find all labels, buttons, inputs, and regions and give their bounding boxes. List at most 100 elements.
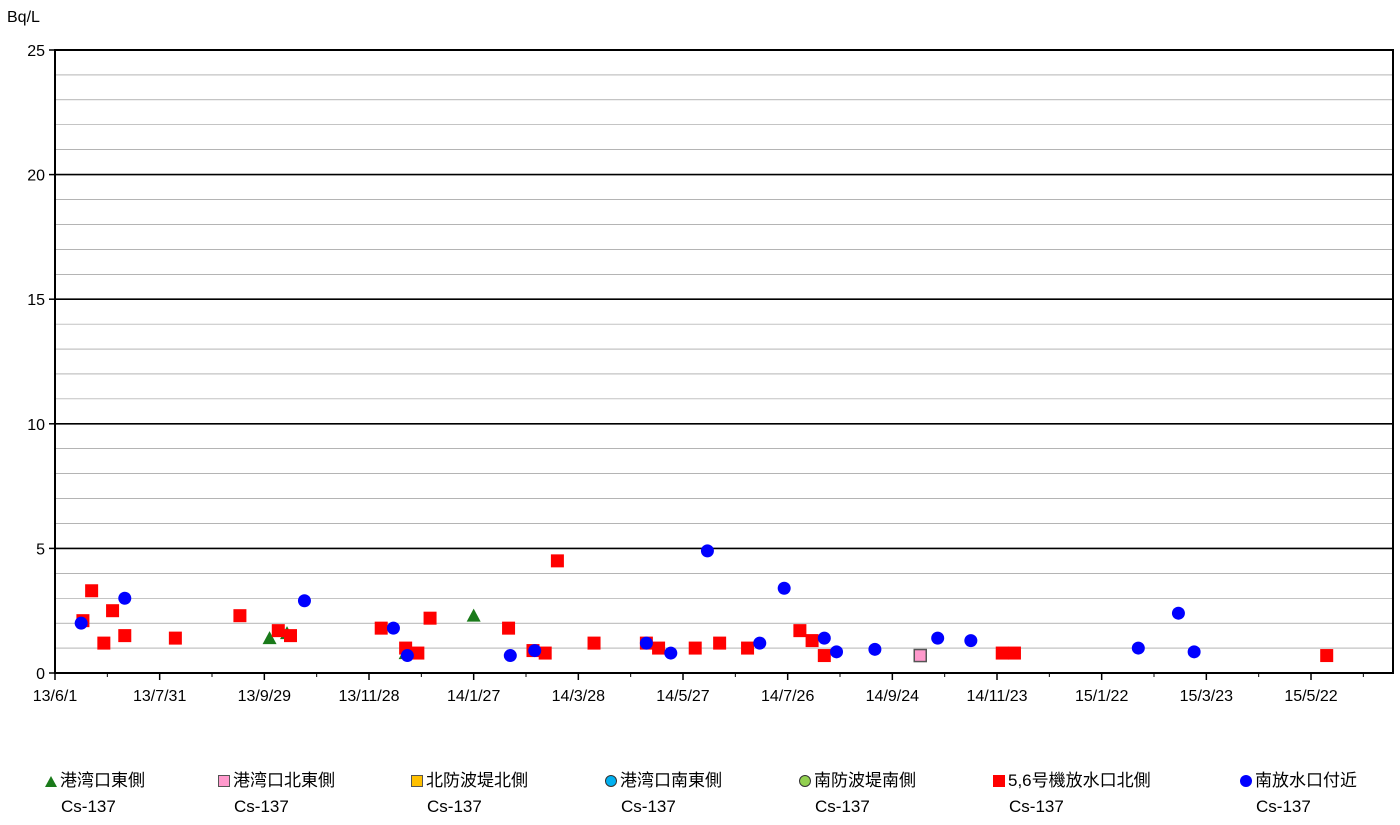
data-point: [400, 649, 414, 663]
legend-sublabel: Cs-137: [427, 797, 482, 816]
legend-item-series-1: 港湾口東側 Cs-137: [45, 768, 145, 820]
x-tick-label: 14/9/24: [866, 688, 919, 705]
data-point: [284, 629, 298, 643]
square-marker-icon: [218, 775, 230, 787]
data-point: [639, 636, 653, 650]
legend-label: 5,6号機放水口北側: [1008, 771, 1151, 790]
plot-area-frame: [54, 49, 1394, 674]
data-point: [931, 631, 945, 645]
data-point: [411, 646, 425, 660]
data-point: [386, 621, 400, 635]
y-axis: 0 5 10 15 20 25: [27, 43, 55, 683]
data-point: [466, 608, 481, 622]
square-marker-icon: [993, 775, 1005, 787]
data-point: [118, 629, 132, 643]
data-point: [995, 646, 1009, 660]
data-point: [805, 634, 819, 648]
data-point: [271, 624, 285, 638]
data-point: [1007, 646, 1021, 660]
data-point: [233, 609, 247, 623]
legend-label: 港湾口南東側: [620, 771, 722, 790]
legend-sublabel: Cs-137: [1009, 797, 1064, 816]
x-tick-label: 15/5/22: [1284, 688, 1337, 705]
x-tick-label: 15/1/22: [1075, 688, 1128, 705]
y-axis-label: Bq/L: [7, 9, 40, 26]
data-point: [118, 591, 132, 605]
x-tick-label: 14/7/26: [761, 688, 814, 705]
legend-item-series-5: 南防波堤南側 Cs-137: [799, 768, 916, 820]
legend-item-series-3: 北防波堤北側 Cs-137: [411, 768, 528, 820]
data-point: [913, 648, 928, 663]
data-point: [374, 621, 388, 635]
x-tick-label: 13/6/1: [33, 688, 78, 705]
data-point: [817, 631, 831, 645]
legend-sublabel: Cs-137: [61, 797, 116, 816]
legend-item-series-7: 南放水口付近 Cs-137: [1240, 768, 1357, 820]
data-point: [652, 641, 666, 655]
data-point: [700, 544, 714, 558]
x-tick-label: 14/3/28: [552, 688, 605, 705]
data-point: [85, 584, 99, 598]
data-point: [688, 641, 702, 655]
x-tick-label: 14/5/27: [656, 688, 709, 705]
legend-sublabel: Cs-137: [1256, 797, 1311, 816]
data-point: [550, 554, 564, 568]
data-point: [777, 581, 791, 595]
circle-marker-icon: [799, 775, 811, 787]
circle-marker-icon: [1240, 775, 1252, 787]
x-tick-label: 13/9/29: [238, 688, 291, 705]
x-tick-label: 14/11/23: [966, 688, 1027, 705]
data-point: [868, 642, 882, 656]
data-point: [587, 636, 601, 650]
data-point: [1320, 649, 1334, 663]
data-point: [168, 631, 182, 645]
data-point: [106, 604, 120, 618]
data-point: [830, 645, 844, 659]
data-point: [1131, 641, 1145, 655]
data-point: [1187, 645, 1201, 659]
data-point: [713, 636, 727, 650]
x-tick-label: 13/7/31: [133, 688, 186, 705]
data-point: [528, 644, 542, 658]
data-point: [817, 649, 831, 663]
legend-item-series-6: 5,6号機放水口北側 Cs-137: [993, 768, 1151, 820]
legend: 港湾口東側 Cs-137 港湾口北東側 Cs-137 北防波堤北側 Cs-137…: [0, 768, 1400, 825]
legend-label: 北防波堤北側: [426, 771, 528, 790]
data-point: [74, 616, 88, 630]
legend-item-series-4: 港湾口南東側 Cs-137: [605, 768, 722, 820]
y-tick-label: 20: [27, 168, 45, 185]
circle-marker-icon: [605, 775, 617, 787]
data-point: [964, 634, 978, 648]
x-tick-label: 13/11/28: [338, 688, 399, 705]
square-marker-icon: [411, 775, 423, 787]
data-point: [753, 636, 767, 650]
data-point: [262, 631, 277, 645]
legend-item-series-2: 港湾口北東側 Cs-137: [218, 768, 335, 820]
y-tick-label: 25: [27, 43, 45, 60]
x-axis: 13/6/1 13/7/31 13/9/29 13/11/28 14/1/27 14/3/…: [33, 673, 1364, 705]
x-tick-label: 14/1/27: [447, 688, 500, 705]
y-tick-label: 10: [27, 417, 45, 434]
data-point: [741, 641, 755, 655]
legend-label: 南放水口付近: [1255, 771, 1357, 790]
x-tick-label: 15/3/23: [1180, 688, 1233, 705]
triangle-marker-icon: [45, 775, 57, 787]
data-point: [1171, 606, 1185, 620]
legend-sublabel: Cs-137: [621, 797, 676, 816]
y-tick-label: 0: [36, 666, 45, 683]
grid-layer: [55, 74, 1393, 649]
legend-sublabel: Cs-137: [234, 797, 289, 816]
data-point: [297, 594, 311, 608]
data-point: [664, 646, 678, 660]
data-point: [503, 649, 517, 663]
data-point: [423, 611, 437, 625]
data-points: [74, 544, 1334, 663]
y-tick-label: 5: [36, 541, 45, 558]
data-point: [793, 624, 807, 638]
legend-label: 港湾口北東側: [233, 771, 335, 790]
data-point: [538, 646, 552, 660]
legend-sublabel: Cs-137: [815, 797, 870, 816]
y-tick-label: 15: [27, 292, 45, 309]
legend-label: 港湾口東側: [60, 771, 145, 790]
